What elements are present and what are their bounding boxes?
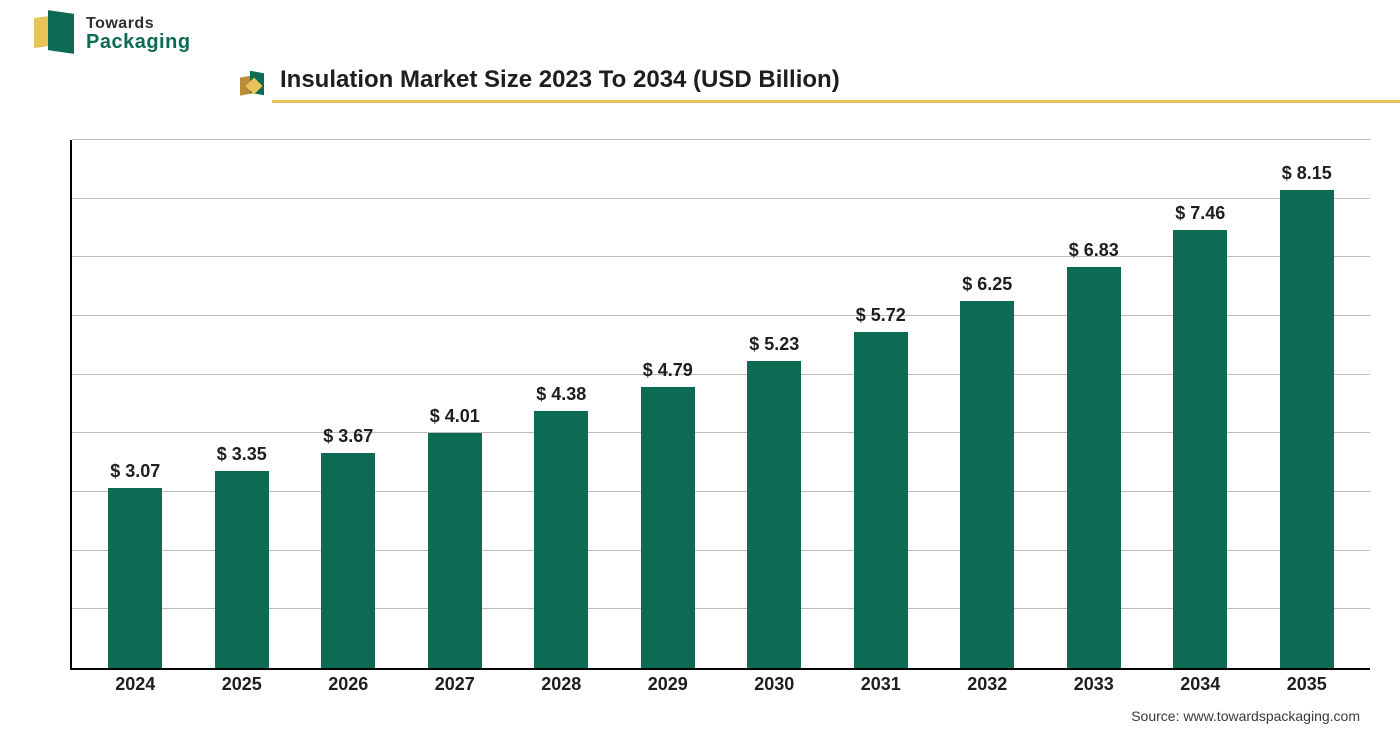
bar-slot: $ 4.01 bbox=[402, 140, 509, 668]
bar-slot: $ 3.07 bbox=[82, 140, 189, 668]
bar bbox=[960, 301, 1014, 668]
x-label: 2028 bbox=[508, 674, 615, 700]
bar-slot: $ 8.15 bbox=[1254, 140, 1361, 668]
bar bbox=[428, 433, 482, 668]
bar bbox=[1280, 190, 1334, 668]
title-underline bbox=[272, 100, 1400, 103]
x-label: 2032 bbox=[934, 674, 1041, 700]
bar-slot: $ 4.79 bbox=[615, 140, 722, 668]
x-label: 2027 bbox=[402, 674, 509, 700]
x-label: 2029 bbox=[615, 674, 722, 700]
bar-chart: $ 3.07 $ 3.35 $ 3.67 $ 4.01 $ 4.38 $ 4.79 $ 5.… bbox=[70, 140, 1370, 700]
brand-text: Towards Packaging bbox=[86, 16, 191, 52]
bar-value-label: $ 6.83 bbox=[1069, 240, 1119, 261]
bar bbox=[747, 361, 801, 668]
bar-value-label: $ 5.72 bbox=[856, 305, 906, 326]
bar-slot: $ 7.46 bbox=[1147, 140, 1254, 668]
x-labels-row: 2024202520262027202820292030203120322033… bbox=[72, 674, 1370, 700]
bar bbox=[1173, 230, 1227, 668]
x-label: 2030 bbox=[721, 674, 828, 700]
bar-value-label: $ 8.15 bbox=[1282, 163, 1332, 184]
bar bbox=[534, 411, 588, 668]
bar-value-label: $ 3.67 bbox=[323, 426, 373, 447]
bars-container: $ 3.07 $ 3.35 $ 3.67 $ 4.01 $ 4.38 $ 4.79 $ 5.… bbox=[72, 140, 1370, 668]
x-label: 2034 bbox=[1147, 674, 1254, 700]
bar-value-label: $ 4.38 bbox=[536, 384, 586, 405]
bar bbox=[321, 453, 375, 668]
bar-slot: $ 6.83 bbox=[1041, 140, 1148, 668]
bar-slot: $ 5.23 bbox=[721, 140, 828, 668]
bar-value-label: $ 5.23 bbox=[749, 334, 799, 355]
brand-mark-icon bbox=[28, 10, 76, 58]
bar-value-label: $ 3.07 bbox=[110, 461, 160, 482]
title-bullet-icon bbox=[240, 72, 268, 100]
bar bbox=[641, 387, 695, 668]
x-label: 2035 bbox=[1254, 674, 1361, 700]
x-label: 2025 bbox=[189, 674, 296, 700]
bar-slot: $ 3.67 bbox=[295, 140, 402, 668]
bar-slot: $ 5.72 bbox=[828, 140, 935, 668]
bar bbox=[108, 488, 162, 668]
plot-area: $ 3.07 $ 3.35 $ 3.67 $ 4.01 $ 4.38 $ 4.79 $ 5.… bbox=[72, 140, 1370, 668]
bar-value-label: $ 6.25 bbox=[962, 274, 1012, 295]
x-label: 2031 bbox=[828, 674, 935, 700]
x-axis bbox=[70, 668, 1370, 670]
bar-slot: $ 4.38 bbox=[508, 140, 615, 668]
bar-value-label: $ 3.35 bbox=[217, 444, 267, 465]
x-label: 2024 bbox=[82, 674, 189, 700]
page-root: Towards Packaging Insulation Market Size… bbox=[0, 0, 1400, 750]
x-label: 2026 bbox=[295, 674, 402, 700]
brand-logo: Towards Packaging bbox=[28, 10, 191, 58]
bar-slot: $ 3.35 bbox=[189, 140, 296, 668]
bar-value-label: $ 7.46 bbox=[1175, 203, 1225, 224]
bar bbox=[854, 332, 908, 668]
bar bbox=[1067, 267, 1121, 668]
source-note: Source: www.towardspackaging.com bbox=[1131, 708, 1360, 724]
x-label: 2033 bbox=[1041, 674, 1148, 700]
bar-value-label: $ 4.79 bbox=[643, 360, 693, 381]
chart-title: Insulation Market Size 2023 To 2034 (USD… bbox=[280, 66, 840, 94]
bar-slot: $ 6.25 bbox=[934, 140, 1041, 668]
brand-top-text: Towards bbox=[86, 16, 191, 32]
brand-bottom-text: Packaging bbox=[86, 32, 191, 52]
bar bbox=[215, 471, 269, 668]
chart-title-band: Insulation Market Size 2023 To 2034 (USD… bbox=[240, 64, 1400, 110]
bar-value-label: $ 4.01 bbox=[430, 406, 480, 427]
